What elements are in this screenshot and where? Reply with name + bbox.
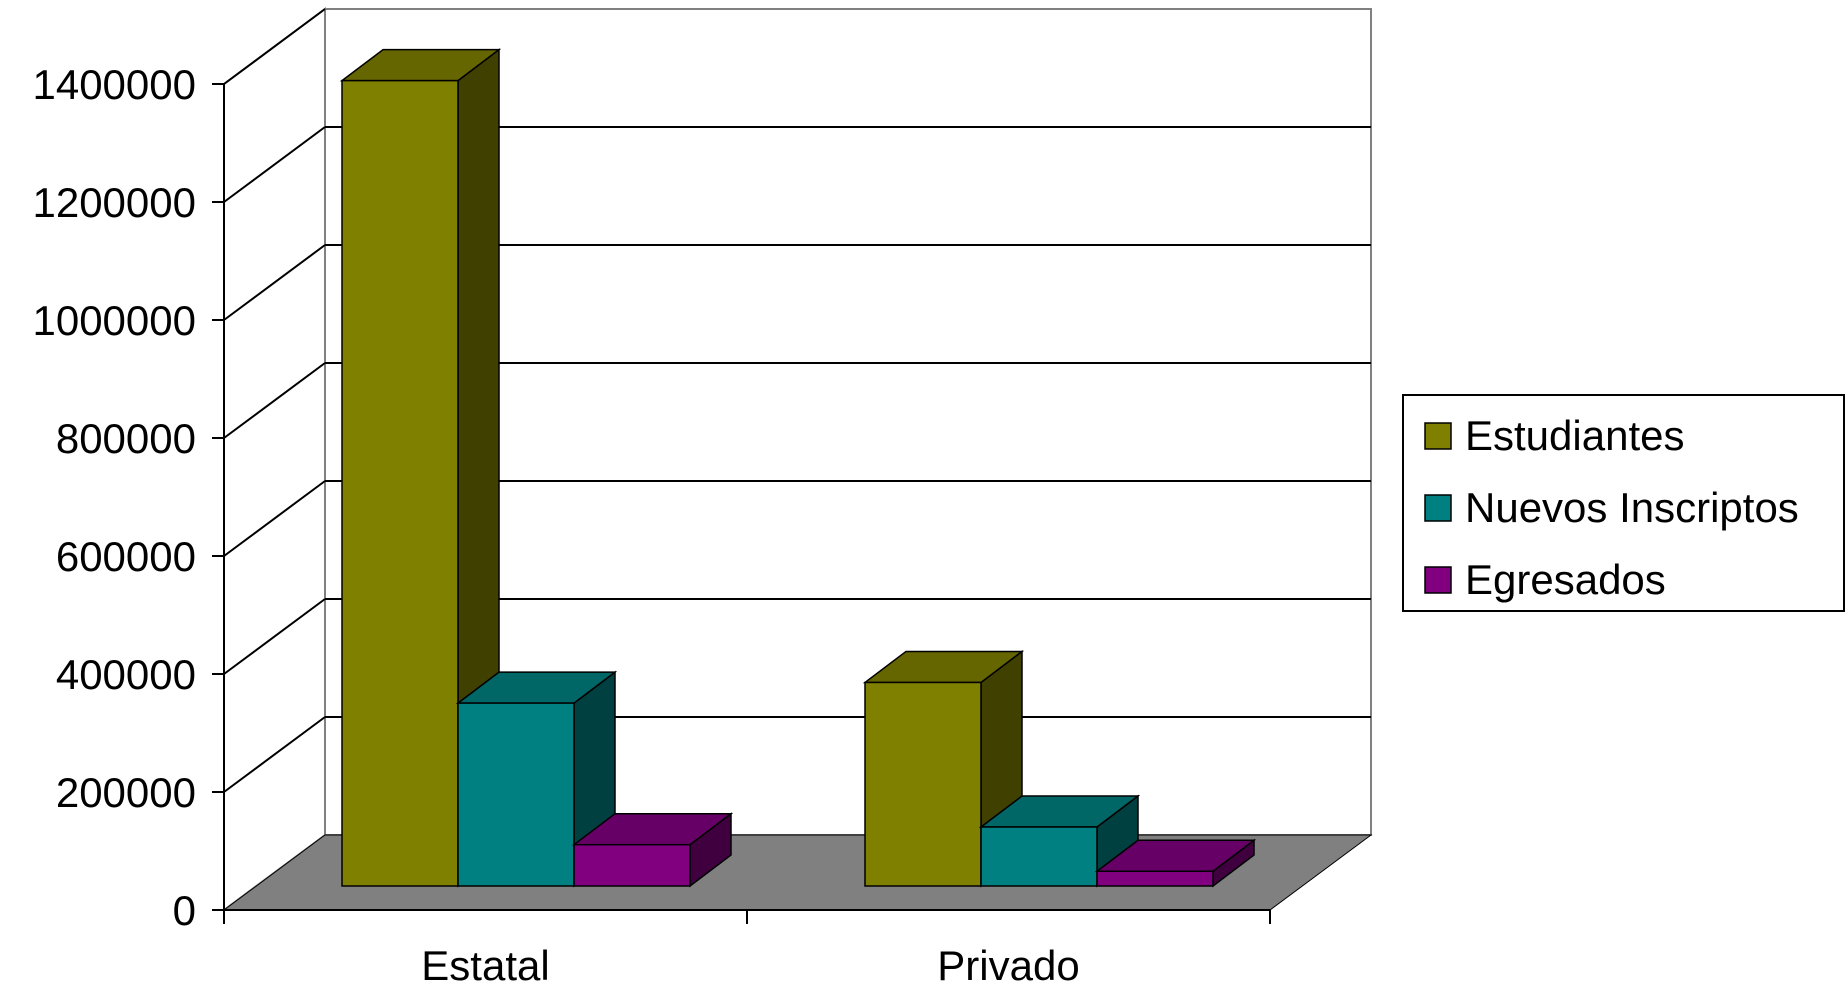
legend-label: Nuevos Inscriptos	[1465, 484, 1799, 531]
legend-swatch	[1424, 422, 1452, 450]
y-tick-label: 400000	[56, 651, 196, 698]
bar-front-face	[341, 79, 459, 887]
side-wall	[223, 7, 326, 912]
bar-front-face	[1096, 870, 1214, 887]
bar-front-face	[864, 681, 982, 887]
legend-swatch	[1424, 494, 1452, 522]
gridline-side	[223, 716, 326, 793]
axes: 0 200000 400000 600000 800000 1000000 1200000 1…	[32, 61, 1271, 989]
gridline-side	[223, 244, 326, 321]
gridline-side	[223, 126, 326, 203]
legend-label: Estudiantes	[1465, 412, 1684, 459]
gridline-side	[223, 598, 326, 675]
bar-front-face	[457, 702, 575, 887]
gridline-side	[223, 480, 326, 557]
y-tick-label: 1000000	[32, 297, 196, 344]
bar-front-face	[980, 826, 1098, 887]
legend-swatch	[1424, 566, 1452, 594]
y-tick-label: 0	[173, 887, 196, 934]
bar	[571, 812, 734, 888]
legend: Estudiantes Nuevos Inscriptos Egresados	[1402, 394, 1845, 612]
x-tick-label: Estatal	[421, 942, 549, 989]
y-tick-label: 1200000	[32, 179, 196, 226]
bar-front-face	[573, 843, 691, 887]
legend-box	[1402, 394, 1845, 612]
y-tick-label: 200000	[56, 769, 196, 816]
x-tick-label: Privado	[937, 942, 1079, 989]
gridline-side	[223, 362, 326, 439]
y-tick-label: 800000	[56, 415, 196, 462]
bar	[455, 670, 618, 888]
bars	[339, 48, 1257, 888]
legend-label: Egresados	[1465, 556, 1666, 603]
bar	[1094, 838, 1257, 888]
y-tick-label: 1400000	[32, 61, 196, 108]
gridline-side	[223, 8, 326, 85]
bar	[978, 794, 1141, 888]
y-tick-label: 600000	[56, 533, 196, 580]
